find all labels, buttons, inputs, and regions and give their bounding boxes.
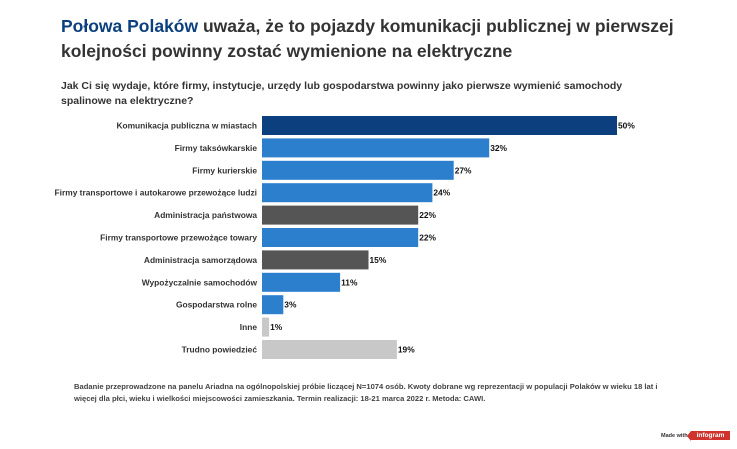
category-label: Administracja państwowa — [154, 210, 257, 220]
value-label: 32% — [490, 143, 507, 153]
value-label: 3% — [284, 300, 297, 310]
bar[interactable] — [262, 205, 419, 225]
methodology-footnote: Badanie przeprowadzone na panelu Ariadna… — [74, 382, 658, 403]
category-label: Firmy kurierskie — [192, 165, 257, 175]
bar[interactable] — [262, 272, 341, 292]
bar[interactable] — [262, 295, 284, 315]
title-highlight: Połowa Polaków — [61, 16, 199, 36]
bar[interactable] — [262, 317, 270, 337]
category-label: Firmy taksówkarskie — [175, 143, 258, 153]
bar[interactable] — [262, 250, 369, 270]
bar[interactable] — [262, 116, 617, 135]
value-label: 27% — [455, 165, 472, 175]
category-label: Administracja samorządowa — [144, 255, 257, 265]
survey-question: Jak Ci się wydaje, które firmy, instytuc… — [61, 80, 623, 107]
category-label: Firmy transportowe przewożące towary — [100, 233, 257, 243]
bar[interactable] — [262, 160, 454, 180]
bar[interactable] — [262, 340, 397, 359]
category-label: Trudno powiedzieć — [182, 345, 258, 355]
value-label: 24% — [433, 188, 450, 198]
chart-title: Połowa Polaków uważa, że to pojazdy komu… — [61, 14, 681, 64]
value-label: 1% — [270, 322, 283, 332]
value-label: 19% — [398, 345, 415, 355]
value-label: 15% — [370, 255, 387, 265]
value-label: 22% — [419, 210, 436, 220]
value-label: 50% — [618, 121, 635, 131]
value-label: 22% — [419, 233, 436, 243]
bar[interactable] — [262, 138, 490, 158]
bar[interactable] — [262, 183, 433, 203]
value-label: 11% — [341, 277, 358, 287]
category-label: Komunikacja publiczna w miastach — [116, 121, 257, 131]
category-label: Inne — [240, 322, 258, 332]
title-rest: uważa, że to pojazdy komunikacji publicz… — [61, 16, 674, 61]
category-label: Wypożyczalnie samochodów — [142, 277, 258, 287]
infogram-logo[interactable]: infogram — [686, 431, 731, 441]
category-label: Firmy transportowe i autokarowe przewożą… — [55, 188, 257, 198]
bar[interactable] — [262, 228, 419, 247]
bar-chart: Komunikacja publiczna w miastach 50% Firmy… — [55, 116, 635, 359]
made-with-label: Made with — [661, 432, 688, 439]
infogram-branding[interactable]: Made with infogram — [661, 431, 731, 441]
category-label: Gospodarstwa rolne — [176, 300, 257, 310]
